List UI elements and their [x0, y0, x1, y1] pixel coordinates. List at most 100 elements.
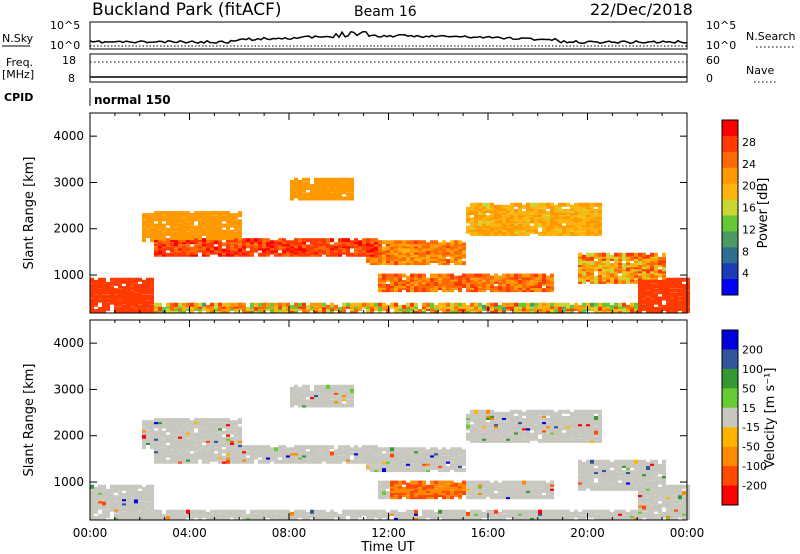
power-cell: [130, 281, 134, 286]
power-cell: [590, 219, 594, 224]
velocity-cell: [498, 516, 502, 520]
power-cell: [402, 252, 406, 257]
velocity-cell: [546, 495, 550, 500]
power-cell: [522, 227, 526, 232]
power-cell: [550, 215, 554, 220]
velocity-cell: [158, 441, 162, 445]
velocity-cell: [182, 418, 186, 423]
power-cell: [466, 225, 470, 230]
velocity-cell: [526, 495, 530, 500]
power-cell: [470, 204, 474, 209]
velocity-cell: [178, 418, 182, 423]
velocity-cell: [334, 386, 338, 391]
power-cell: [606, 265, 610, 270]
velocity-cell: [382, 511, 386, 516]
power-cell: [574, 211, 578, 216]
velocity-cell: [278, 511, 282, 516]
velocity-cell: [246, 451, 250, 456]
velocity-cell: [182, 434, 186, 439]
power-cell: [374, 302, 378, 307]
power-cell: [154, 238, 158, 243]
power-cell: [178, 306, 182, 311]
power-cell: [218, 213, 222, 218]
power-cell: [674, 292, 678, 297]
velocity-cell: [126, 493, 130, 498]
velocity-cell: [90, 505, 94, 510]
power-cell: [586, 231, 590, 236]
power-cell: [178, 248, 182, 253]
power-cell: [174, 238, 178, 243]
velocity-cell: [526, 424, 530, 429]
power-cell: [510, 213, 514, 218]
power-cell: [494, 227, 498, 232]
velocity-cell: [174, 441, 178, 445]
power-cell: [562, 209, 566, 213]
power-cell: [314, 242, 318, 247]
velocity-cell: [230, 428, 234, 433]
velocity-cell: [430, 451, 434, 456]
velocity-cell: [206, 453, 210, 458]
velocity-cell: [550, 428, 554, 433]
velocity-cell: [546, 438, 550, 443]
velocity-cell: [338, 386, 342, 391]
velocity-cell: [98, 488, 102, 493]
velocity-cell: [514, 482, 518, 487]
power-cell: [410, 309, 414, 313]
power-cell: [646, 277, 650, 282]
power-cell: [574, 302, 578, 307]
power-cell: [126, 309, 130, 313]
power-cell: [630, 279, 634, 284]
power-cell: [398, 244, 402, 249]
power-cell: [398, 252, 402, 257]
velocity-cell: [454, 493, 458, 498]
power-cell: [558, 306, 562, 311]
power-cell: [490, 206, 494, 211]
power-cell: [286, 244, 290, 249]
power-cell: [386, 286, 390, 291]
power-cell: [150, 300, 154, 305]
power-cell: [538, 275, 542, 280]
velocity-cell: [554, 420, 558, 425]
power-cell: [498, 215, 502, 220]
power-cell: [410, 250, 414, 255]
velocity-cell: [202, 420, 206, 425]
power-cell: [482, 223, 486, 228]
power-cell: [338, 250, 342, 255]
velocity-cell: [150, 441, 154, 445]
power-cell: [598, 265, 602, 270]
power-cell: [458, 242, 462, 247]
power-cell: [198, 304, 202, 309]
velocity-cell: [90, 497, 94, 502]
velocity-cell: [438, 513, 442, 518]
velocity-cell: [442, 480, 446, 485]
power-cell: [302, 252, 306, 257]
power-cell: [270, 244, 274, 249]
power-cell: [218, 211, 222, 216]
velocity-cell: [222, 436, 226, 441]
power-cell: [514, 219, 518, 224]
power-cell: [574, 202, 578, 207]
velocity-cell: [186, 455, 190, 460]
velocity-cell: [154, 436, 158, 441]
velocity-cell: [474, 480, 478, 485]
velocity-cell: [166, 434, 170, 439]
velocity-cell: [206, 432, 210, 437]
power-cell: [134, 302, 138, 307]
power-cell: [302, 194, 306, 199]
power-cell: [490, 221, 494, 226]
power-cell: [642, 300, 646, 305]
velocity-cell: [198, 516, 202, 520]
power-cell: [638, 298, 642, 303]
velocity-cell: [238, 436, 242, 441]
power-cell: [202, 302, 206, 307]
velocity-cell: [174, 430, 178, 435]
velocity-cell: [202, 511, 206, 516]
velocity-cell: [202, 459, 206, 464]
velocity-cell: [330, 403, 334, 408]
power-cell: [578, 256, 582, 261]
power-cell: [178, 225, 182, 230]
power-cell: [610, 269, 614, 274]
velocity-cell: [430, 447, 434, 452]
power-cell: [218, 229, 222, 234]
power-cell: [422, 284, 426, 288]
